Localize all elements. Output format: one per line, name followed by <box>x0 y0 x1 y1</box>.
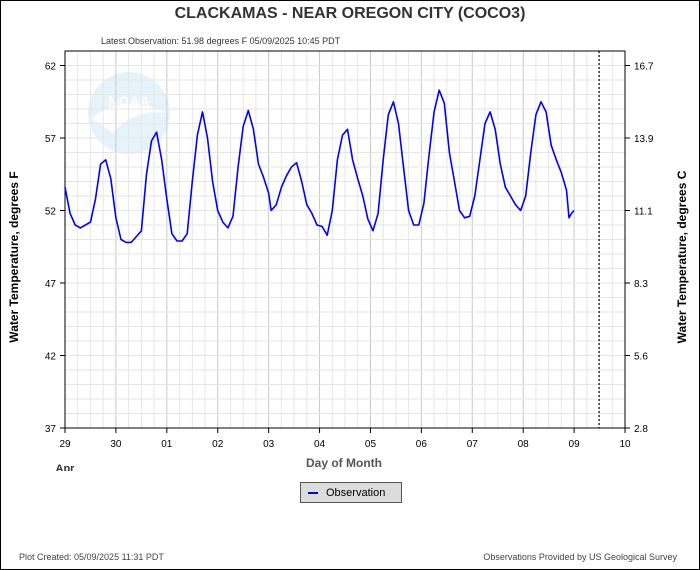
x-tick-label: 03 <box>263 439 275 450</box>
axes: 37 42 47 52 57 62 2.8 5.6 8.3 11.1 13.9 16.7 29 30 01 0… <box>45 50 654 450</box>
x-axis-title: Day of Month <box>306 456 382 470</box>
x-tick-label: 30 <box>110 439 122 450</box>
y-tick-label-right: 16.7 <box>634 62 654 73</box>
y-tick-label-left: 42 <box>45 352 57 363</box>
x-tick-label: 05 <box>365 439 377 450</box>
y-tick-label-left: 62 <box>45 62 57 73</box>
x-tick-label: 01 <box>161 439 173 450</box>
data-credit-text: Observations Provided by US Geological S… <box>483 552 677 562</box>
noaa-logo-gull <box>91 104 169 133</box>
x-tick-label: 04 <box>314 439 326 450</box>
y-tick-label-right: 8.3 <box>634 279 648 290</box>
y-tick-label-left: 52 <box>45 207 57 218</box>
water-temperature-chart: NOAA 3742475257622.85.68.311.113.916.729… <box>7 50 689 471</box>
plot-area-border <box>64 50 626 429</box>
series-line-observation <box>64 89 575 244</box>
latest-observation-text: Latest Observation: 51.98 degrees F 05/0… <box>101 36 341 46</box>
series-layer <box>64 89 575 244</box>
x-tick-label: 08 <box>518 439 530 450</box>
x-tick-label: 09 <box>569 439 581 450</box>
x-sublabel: Apr <box>56 463 76 471</box>
legend-label-observation: Observation <box>326 486 386 499</box>
x-tick-label: 02 <box>212 439 224 450</box>
y-tick-label-left: 47 <box>45 279 57 290</box>
y-tick-label-left: 37 <box>45 424 57 435</box>
legend-swatch-observation <box>308 491 318 494</box>
axis-labels: Apr Day of Month Water Temperature, degr… <box>7 170 689 471</box>
grid-lines <box>64 50 626 429</box>
y-tick-label-right: 5.6 <box>634 352 648 363</box>
y-tick-label-left: 57 <box>45 134 57 145</box>
y-axis-title-right: Water Temperature, degrees C <box>675 170 689 343</box>
plot-created-text: Plot Created: 05/09/2025 11:31 PDT <box>19 552 164 562</box>
x-tick-label: 06 <box>416 439 428 450</box>
legend-box: Observation <box>300 482 402 503</box>
x-tick-label: 07 <box>467 439 479 450</box>
y-tick-label-right: 13.9 <box>634 134 654 145</box>
y-axis-title-left: Water Temperature, degrees F <box>7 171 21 342</box>
y-tick-label-right: 2.8 <box>634 424 648 435</box>
y-tick-label-right: 11.1 <box>634 207 653 218</box>
page-title: CLACKAMAS - NEAR OREGON CITY (COCO3) <box>174 5 526 22</box>
x-tick-label: 10 <box>619 439 631 450</box>
x-tick-label: 29 <box>59 439 71 450</box>
